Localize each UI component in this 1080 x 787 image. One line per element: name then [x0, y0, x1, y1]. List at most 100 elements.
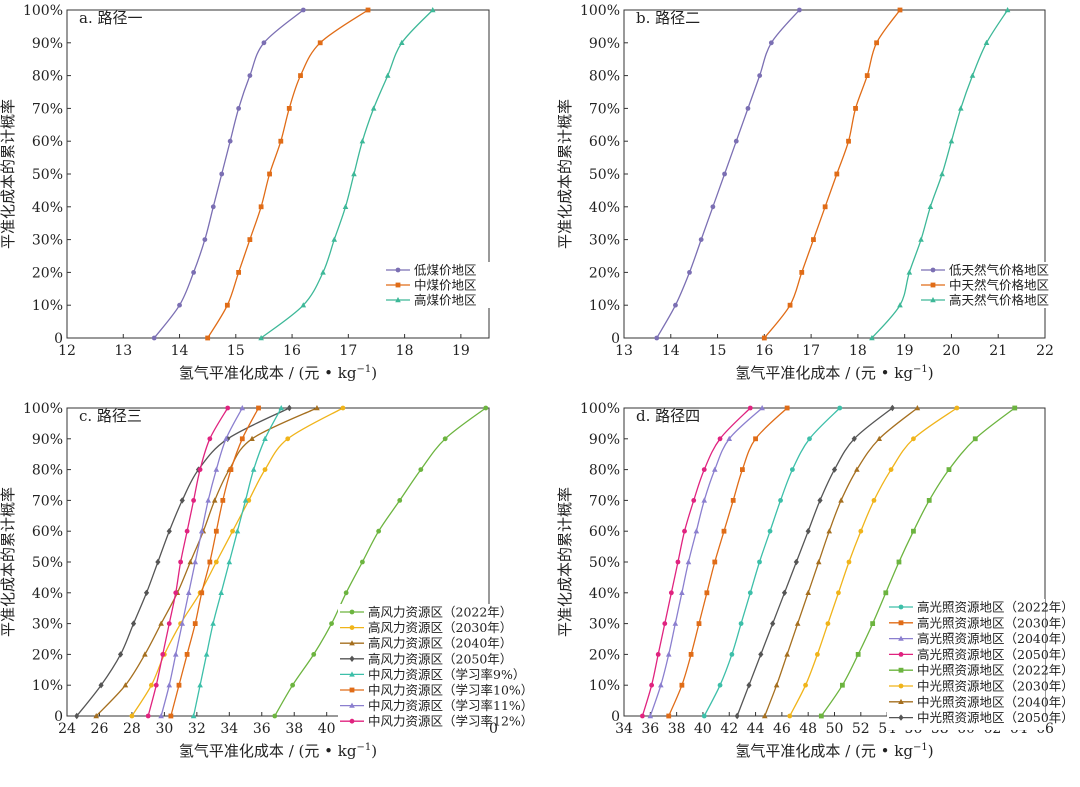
x-tick-label: 52 — [852, 721, 870, 737]
y-axis-title: 平准化成本的累计概率 — [556, 487, 574, 637]
x-tick-label: 36 — [641, 721, 659, 737]
series-marker — [770, 620, 776, 627]
series-line — [641, 407, 751, 717]
x-axis-title: 氢气平准化成本 / (元 • kg−1) — [735, 742, 933, 760]
y-tick-label: 90% — [32, 36, 63, 52]
x-axis-title-unit: kg — [338, 742, 357, 760]
series-marker — [649, 682, 655, 688]
series-marker — [349, 609, 355, 615]
legend-label: 高风力资源区（2040年） — [368, 636, 512, 651]
series-line — [668, 407, 788, 717]
series-marker — [258, 335, 264, 341]
series-marker — [655, 652, 661, 657]
series-marker — [897, 7, 903, 13]
series-marker — [278, 405, 285, 411]
series-marker — [331, 236, 338, 242]
series-marker — [213, 466, 220, 472]
x-axis-title-prefix: 氢气平准化成本 / (元 — [179, 742, 319, 760]
series-marker — [168, 713, 174, 719]
x-tick-label: 18 — [849, 343, 867, 359]
x-tick-label: 38 — [668, 721, 686, 737]
series-marker — [210, 620, 216, 626]
series-marker — [898, 667, 904, 673]
y-tick-label: 10% — [589, 678, 620, 694]
series-marker — [888, 467, 894, 472]
series-marker — [701, 497, 708, 503]
x-tick-label: 28 — [123, 721, 141, 737]
series-marker — [199, 590, 205, 596]
y-tick-label: 0 — [611, 709, 620, 725]
series-marker — [647, 713, 654, 719]
series-marker — [898, 683, 904, 689]
series-marker — [98, 682, 104, 689]
series-marker — [954, 405, 960, 411]
x-tick-label: 17 — [802, 343, 820, 359]
x-axis-title-superscript: −1 — [913, 742, 928, 753]
x-axis-title-prefix: 氢气平准化成本 / (元 — [179, 364, 319, 382]
series-marker — [688, 652, 694, 657]
series-marker — [983, 39, 990, 45]
legend-label: 低煤价地区 — [414, 263, 477, 278]
y-tick-label: 100% — [23, 401, 63, 417]
x-tick-label: 18 — [396, 343, 414, 359]
series-marker — [831, 466, 838, 473]
x-tick-label: 30 — [155, 721, 173, 737]
series-marker — [675, 559, 681, 565]
series-marker — [906, 269, 913, 275]
x-axis-title-suffix: ) — [371, 742, 377, 760]
series-marker — [793, 558, 799, 566]
series-marker — [483, 405, 489, 411]
y-tick-label: 90% — [589, 432, 620, 448]
series-marker — [946, 467, 952, 472]
series-marker — [745, 106, 751, 111]
series-marker — [349, 687, 355, 693]
series-marker — [205, 497, 212, 503]
series-marker — [242, 497, 249, 503]
series-marker — [815, 559, 822, 565]
y-tick-label: 40% — [32, 200, 63, 216]
series-marker — [679, 589, 685, 595]
y-tick-label: 30% — [589, 617, 620, 633]
series-marker — [911, 528, 916, 534]
series-marker — [758, 651, 764, 658]
x-tick-label: 19 — [452, 343, 470, 359]
series-marker — [853, 106, 858, 111]
series-marker — [799, 270, 805, 275]
series-marker — [158, 713, 164, 719]
series-line — [95, 407, 318, 717]
series-marker — [205, 335, 211, 341]
panel-label: a. 路径一 — [79, 9, 142, 27]
series-marker — [948, 138, 955, 144]
series — [647, 405, 765, 719]
y-tick-label: 60% — [32, 524, 63, 540]
x-tick-label: 36 — [253, 721, 271, 737]
series-marker — [342, 203, 349, 209]
x-tick-label: 15 — [227, 343, 245, 359]
y-tick-label: 30% — [589, 233, 620, 249]
y-tick-label: 60% — [32, 134, 63, 150]
legend-label: 中风力资源区（学习率10%） — [368, 683, 533, 698]
x-tick-label: 13 — [615, 343, 633, 359]
chart-panel: 0 10% 20% 30% 40% 50% 60% 70% 80% 90% 100% 12 13 14 15… — [0, 3, 490, 382]
series-marker — [854, 466, 860, 472]
series-marker — [672, 620, 679, 626]
x-axis-title: 氢气平准化成本 / (元 • kg−1) — [735, 364, 933, 382]
series-marker — [759, 405, 765, 411]
legend-label: 低天然气价格地区 — [949, 263, 1049, 278]
y-tick-label: 70% — [32, 493, 63, 509]
series-marker — [969, 72, 976, 78]
series-marker — [261, 40, 267, 46]
series-marker — [939, 171, 945, 177]
series-marker — [360, 559, 365, 565]
series-marker — [687, 270, 692, 275]
y-tick-label: 0 — [611, 331, 620, 347]
x-tick-label: 22 — [1036, 343, 1054, 359]
y-tick-label: 10% — [32, 678, 63, 694]
series-marker — [722, 171, 727, 177]
x-axis-title-unit: kg — [338, 364, 357, 382]
series-marker — [896, 559, 902, 565]
series-marker — [320, 269, 326, 275]
series-marker — [300, 302, 307, 308]
series-marker — [395, 282, 401, 288]
series-marker — [74, 712, 80, 720]
